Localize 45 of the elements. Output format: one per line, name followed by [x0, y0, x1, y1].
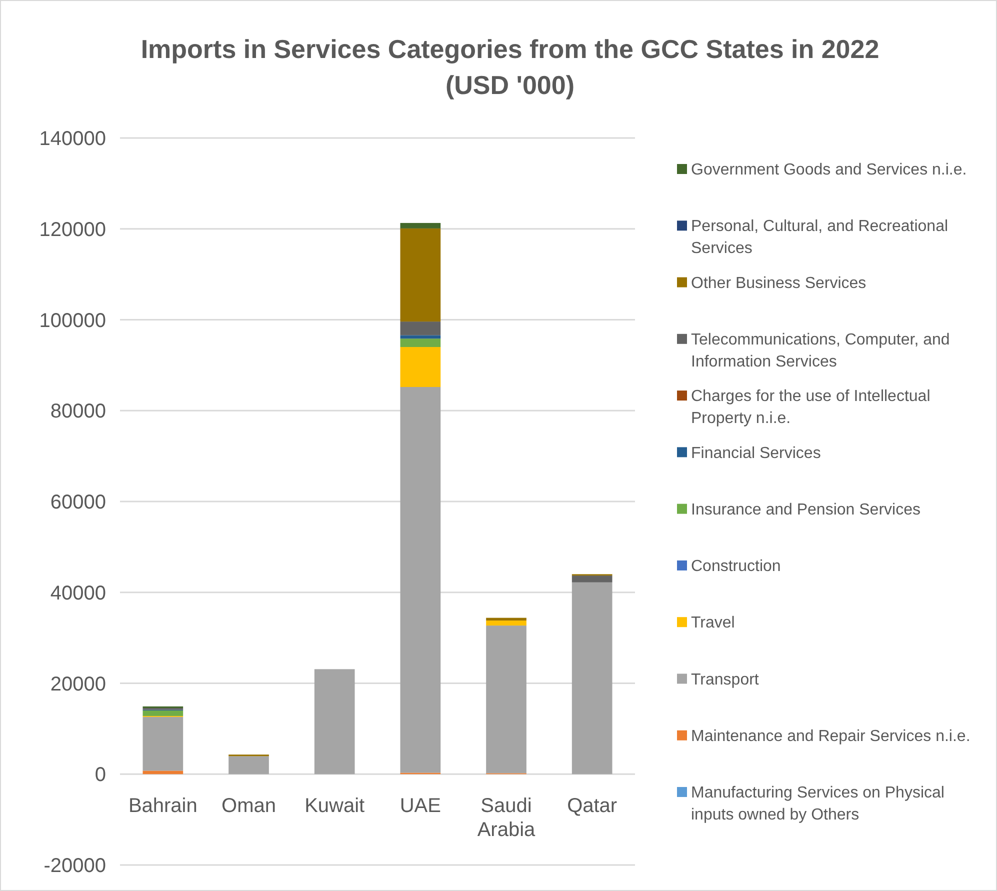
y-tick-label: 60000: [50, 492, 106, 514]
legend-label: Manufacturing Services on Physical inputs owned by Others: [691, 784, 944, 824]
bar: [400, 222, 441, 228]
x-tick-label: Bahrain: [128, 795, 198, 818]
x-tick-label: Oman: [222, 795, 276, 818]
legend-label: Insurance and Pension Services: [691, 501, 920, 518]
chart-title: Imports in Services Categories from the GCC States in 2022 (USD '000): [140, 34, 880, 100]
legend-label: Transport: [691, 671, 760, 688]
bar: [228, 756, 269, 774]
bar: [486, 626, 526, 774]
bar: [142, 770, 184, 774]
bar: [400, 338, 441, 348]
legend-label: Other Business Services: [691, 274, 866, 292]
y-tick-label: 0: [94, 764, 106, 786]
x-tick-label: Kuwait: [304, 795, 366, 818]
legend-label: Charges for the use of Intellectual Property n.i.e.: [691, 388, 930, 428]
bar: [486, 618, 526, 621]
bar: [400, 347, 441, 387]
y-tick-label: 120000: [39, 218, 106, 241]
bar: [142, 716, 184, 771]
bar: [400, 322, 441, 336]
legend-label: Travel: [691, 614, 735, 632]
bar: [400, 335, 441, 339]
bar: [142, 710, 184, 716]
y-tick-label: 140000: [39, 128, 106, 150]
x-tick-label: Saudi Arabia: [477, 795, 536, 842]
bar: [400, 228, 441, 322]
bar: [572, 576, 612, 582]
bar: [314, 669, 355, 774]
y-tick-label: 20000: [50, 673, 106, 696]
legend-label: Government Goods and Services n.i.e.: [691, 162, 967, 179]
x-tick-label: UAE: [400, 795, 441, 818]
y-tick-label: -20000: [44, 855, 106, 877]
y-tick-label: 100000: [39, 310, 106, 332]
legend-label: Maintenance and Repair Services n.i.e.: [691, 728, 970, 745]
legend-label: Construction: [691, 558, 781, 576]
bar: [486, 620, 526, 626]
y-tick-label: 40000: [50, 582, 106, 604]
legend-label: Financial Services: [691, 444, 821, 462]
legend-label: Personal, Cultural, and Recreational Services: [691, 218, 948, 258]
bar: [572, 582, 612, 774]
x-tick-label: Qatar: [567, 795, 618, 818]
bar: [400, 386, 441, 773]
y-tick-label: 80000: [50, 400, 106, 423]
legend-label: Telecommunications, Computer, and Information Services: [691, 332, 950, 371]
